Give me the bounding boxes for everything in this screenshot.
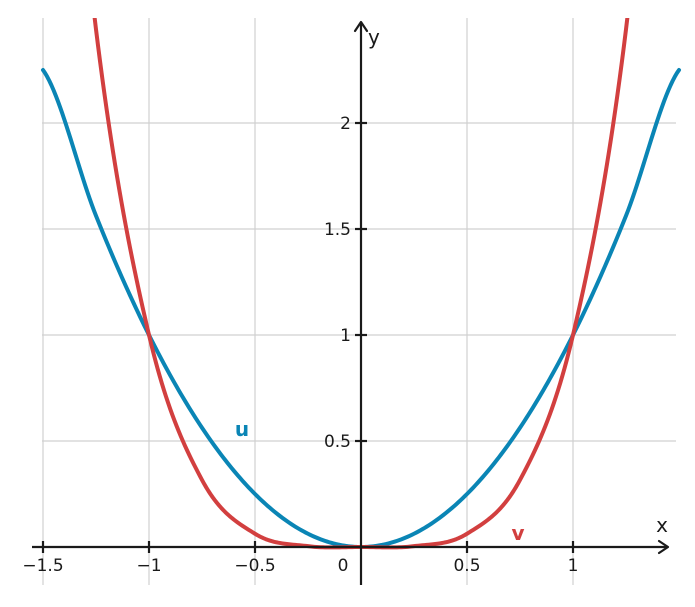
x-tick-label: −1 <box>136 556 161 576</box>
y-tick-label: 1.5 <box>324 220 351 240</box>
x-tick-label: 0.5 <box>453 556 480 576</box>
x-axis-label: x <box>656 513 668 537</box>
x-tick-label: −1.5 <box>22 556 63 576</box>
y-axis-label: y <box>368 25 380 49</box>
axes: x y <box>32 20 670 585</box>
y-axis-arrow-icon <box>353 20 369 33</box>
x-axis-arrow-icon <box>657 539 670 555</box>
y-tick-label: 0.5 <box>324 432 351 452</box>
series-v-label: v <box>511 521 524 545</box>
series-labels: uv <box>235 417 525 545</box>
x-tick-label: −0.5 <box>234 556 275 576</box>
series-u-label: u <box>235 417 249 441</box>
y-tick-label: 1 <box>340 326 351 346</box>
x-tick-label: 1 <box>568 556 579 576</box>
y-tick-label: 2 <box>340 114 351 134</box>
x-tick-label: 0 <box>338 556 349 576</box>
ticks: −1.5 −1 −0.5 0 0.5 1 0.5 1 1.5 2 <box>22 114 578 576</box>
